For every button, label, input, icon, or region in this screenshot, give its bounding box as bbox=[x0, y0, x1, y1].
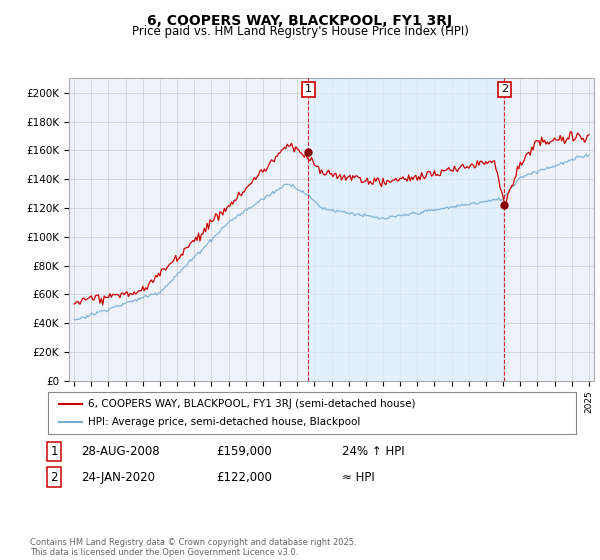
Text: ≈ HPI: ≈ HPI bbox=[342, 470, 375, 484]
Text: 1: 1 bbox=[305, 85, 312, 95]
Text: 6, COOPERS WAY, BLACKPOOL, FY1 3RJ (semi-detached house): 6, COOPERS WAY, BLACKPOOL, FY1 3RJ (semi… bbox=[88, 399, 415, 409]
Text: HPI: Average price, semi-detached house, Blackpool: HPI: Average price, semi-detached house,… bbox=[88, 417, 360, 427]
Text: 6, COOPERS WAY, BLACKPOOL, FY1 3RJ: 6, COOPERS WAY, BLACKPOOL, FY1 3RJ bbox=[148, 14, 452, 28]
Text: Contains HM Land Registry data © Crown copyright and database right 2025.
This d: Contains HM Land Registry data © Crown c… bbox=[30, 538, 356, 557]
Text: 24% ↑ HPI: 24% ↑ HPI bbox=[342, 445, 404, 458]
Text: 24-JAN-2020: 24-JAN-2020 bbox=[81, 470, 155, 484]
Text: Price paid vs. HM Land Registry's House Price Index (HPI): Price paid vs. HM Land Registry's House … bbox=[131, 25, 469, 38]
Text: £122,000: £122,000 bbox=[216, 470, 272, 484]
Text: 1: 1 bbox=[50, 445, 58, 458]
Text: 2: 2 bbox=[501, 85, 508, 95]
Text: 2: 2 bbox=[50, 470, 58, 484]
Text: 28-AUG-2008: 28-AUG-2008 bbox=[81, 445, 160, 458]
Text: £159,000: £159,000 bbox=[216, 445, 272, 458]
Bar bbox=[308, 78, 504, 381]
